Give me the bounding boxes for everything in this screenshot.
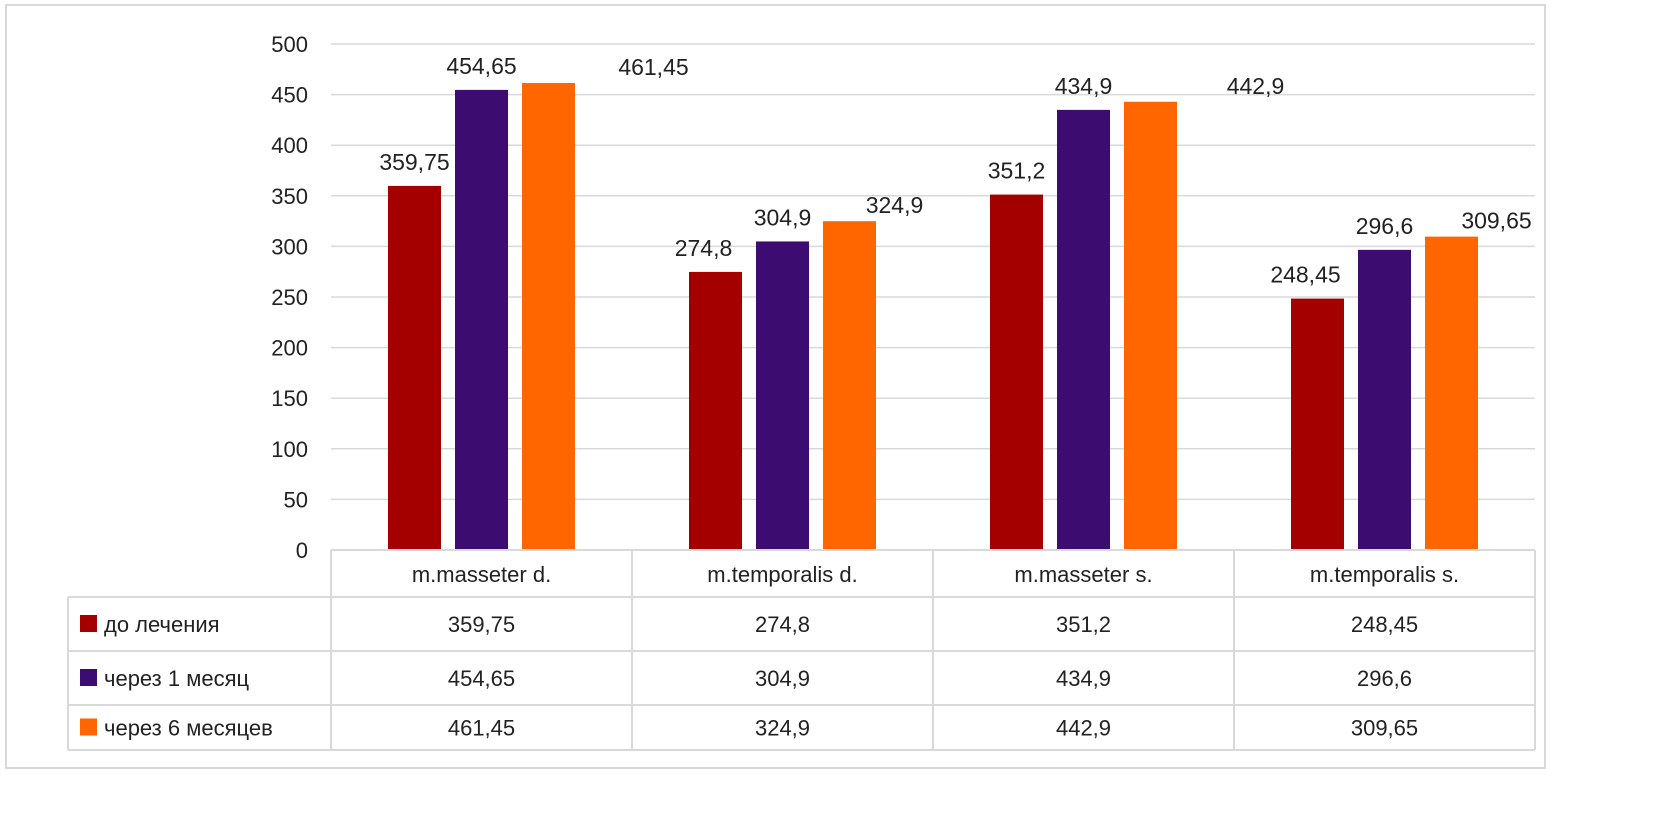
table-cell: 324,9 [755, 716, 810, 741]
legend-swatch [80, 615, 97, 632]
bar [1057, 109, 1110, 551]
bar [823, 221, 876, 550]
legend-swatch [80, 718, 97, 736]
y-tick-label: 350 [271, 184, 308, 209]
bar [1291, 298, 1344, 550]
data-label: 304,9 [754, 204, 812, 230]
chart-border [5, 4, 1546, 769]
y-tick-label: 0 [296, 538, 308, 563]
table-cell: 296,6 [1357, 666, 1412, 691]
legend-swatch [80, 669, 97, 686]
table-cell: 434,9 [1056, 666, 1111, 691]
bar [1124, 101, 1177, 550]
bar [689, 271, 742, 550]
legend-label: через 1 месяц [104, 666, 250, 691]
category-label: m.temporalis s. [1310, 562, 1459, 587]
bar [1425, 236, 1478, 550]
y-tick-label: 150 [271, 386, 308, 411]
y-tick-label: 100 [271, 437, 308, 462]
bar [756, 241, 809, 550]
y-tick-label: 200 [271, 336, 308, 361]
table-cell: 309,65 [1351, 716, 1418, 741]
table-cell: 274,8 [755, 612, 810, 637]
data-label: 359,75 [379, 149, 449, 175]
table-cell: 359,75 [448, 612, 515, 637]
category-label: m.masseter d. [412, 562, 551, 587]
table-cell: 248,45 [1351, 612, 1418, 637]
bar [455, 89, 508, 551]
data-label: 454,65 [446, 53, 516, 79]
data-label: 309,65 [1461, 208, 1531, 234]
bar [522, 83, 575, 550]
table-cell: 461,45 [448, 716, 515, 741]
bar [388, 185, 441, 551]
bar [990, 194, 1043, 550]
category-label: m.temporalis d. [707, 562, 857, 587]
data-label: 442,9 [1227, 73, 1285, 99]
table-cell: 351,2 [1056, 612, 1111, 637]
y-tick-label: 400 [271, 133, 308, 158]
bar [1358, 249, 1411, 550]
table-cell: 304,9 [755, 666, 810, 691]
data-label: 274,8 [675, 235, 733, 261]
data-label: 324,9 [866, 192, 924, 218]
data-label: 434,9 [1055, 73, 1113, 99]
data-label: 296,6 [1356, 213, 1414, 239]
data-label: 351,2 [988, 158, 1046, 184]
y-tick-label: 250 [271, 285, 308, 310]
y-tick-label: 450 [271, 83, 308, 108]
y-tick-label: 50 [284, 487, 308, 512]
legend-label: до лечения [104, 612, 220, 637]
category-label: m.masseter s. [1014, 562, 1152, 587]
y-tick-label: 300 [271, 234, 308, 259]
data-label: 461,45 [618, 54, 688, 80]
table-cell: 442,9 [1056, 716, 1111, 741]
y-tick-label: 500 [271, 32, 308, 57]
table-cell: 454,65 [448, 666, 515, 691]
data-label: 248,45 [1270, 262, 1340, 288]
legend-label: через 6 месяцев [104, 716, 273, 741]
